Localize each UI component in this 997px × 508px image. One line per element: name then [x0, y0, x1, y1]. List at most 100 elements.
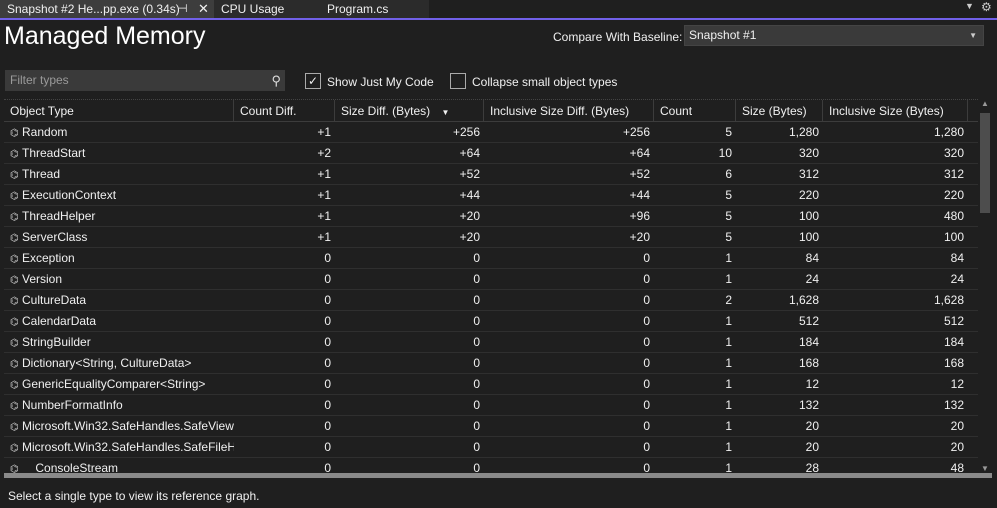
baseline-dropdown[interactable]: Snapshot #1 ▼	[684, 25, 984, 46]
cell-count-diff: 0	[324, 251, 331, 265]
close-icon[interactable]: ✕	[198, 1, 209, 16]
cell-inclusive-size-diff: 0	[643, 314, 650, 328]
table-row[interactable]: ⌬ Thread +1 +52 +52 6 312 312	[4, 164, 978, 185]
table-row[interactable]: ⌬ ThreadHelper +1 +20 +96 5 100 480	[4, 206, 978, 227]
table-row[interactable]: ⌬ Dictionary<String, CultureData> 0 0 0 1 168 1…	[4, 353, 978, 374]
table-row[interactable]: ⌬ CultureData 0 0 0 2 1,628 1,628	[4, 290, 978, 311]
class-icon: ⌬	[10, 191, 19, 202]
type-name: Microsoft.Win32.SafeHandles.SafeViewOfFi…	[22, 419, 234, 433]
cell-inclusive-size-diff: +20	[629, 230, 650, 244]
cell-inclusive-size-diff: 0	[643, 398, 650, 412]
collapse-small-label[interactable]: Collapse small object types	[472, 75, 618, 89]
cell-count-diff: 0	[324, 377, 331, 391]
tab-dropdown-icon[interactable]: ▼	[965, 1, 974, 11]
cell-size-diff: 0	[473, 440, 480, 454]
cell-count: 5	[725, 188, 732, 202]
scroll-down-icon[interactable]: ▼	[981, 464, 989, 473]
table-row[interactable]: ⌬ __ConsoleStream 0 0 0 1 28 48	[4, 458, 978, 473]
table-row[interactable]: ⌬Microsoft.Win32.SafeHandles.SafeFileHan…	[4, 437, 978, 458]
cell-size: 100	[798, 209, 819, 223]
cell-size: 132	[798, 398, 819, 412]
col-object-type[interactable]: Object Type	[4, 100, 234, 121]
cell-inclusive-size-diff: 0	[643, 440, 650, 454]
table-row[interactable]: ⌬ CalendarData 0 0 0 1 512 512	[4, 311, 978, 332]
scroll-up-icon[interactable]: ▲	[981, 99, 989, 108]
cell-inclusive-size: 320	[943, 146, 964, 160]
cell-object-type: ⌬ Exception	[4, 248, 234, 268]
type-name: ThreadHelper	[22, 209, 96, 223]
class-icon: ⌬	[10, 233, 19, 244]
cell-inclusive-size-diff: 0	[643, 335, 650, 349]
table-row[interactable]: ⌬ Random +1 +256 +256 5 1,280 1,280	[4, 122, 978, 143]
show-just-my-code-checkbox[interactable]: ✓	[305, 73, 321, 89]
cell-inclusive-size: 480	[943, 209, 964, 223]
cell-count-diff: 0	[324, 356, 331, 370]
type-name: GenericEqualityComparer<String>	[22, 377, 206, 391]
cell-object-type: ⌬ ThreadStart	[4, 143, 234, 163]
scroll-thumb[interactable]	[980, 113, 990, 213]
vertical-scrollbar[interactable]: ▲ ▼	[978, 99, 992, 473]
cell-size-diff: 0	[473, 272, 480, 286]
table-row[interactable]: ⌬ ExecutionContext +1 +44 +44 5 220 220	[4, 185, 978, 206]
class-icon: ⌬	[10, 422, 19, 433]
filter-input[interactable]: Filter types ⚲	[5, 70, 285, 91]
type-name: __ConsoleStream	[22, 461, 119, 473]
cell-size-diff: 0	[473, 461, 480, 473]
col-count[interactable]: Count	[654, 100, 736, 121]
cell-inclusive-size-diff: +96	[629, 209, 650, 223]
table-row[interactable]: ⌬ ThreadStart +2 +64 +64 10 320 320	[4, 143, 978, 164]
cell-inclusive-size: 184	[943, 335, 964, 349]
type-name: ExecutionContext	[22, 188, 117, 202]
show-just-my-code-label[interactable]: Show Just My Code	[327, 75, 434, 89]
gear-icon[interactable]: ⚙	[981, 0, 992, 14]
cell-size: 1,628	[788, 293, 819, 307]
cell-count: 5	[725, 230, 732, 244]
col-inclusive-size[interactable]: Inclusive Size (Bytes)	[823, 100, 968, 121]
collapse-small-checkbox[interactable]	[450, 73, 466, 89]
cell-count: 1	[725, 419, 732, 433]
class-icon: ⌬	[10, 401, 19, 412]
table-row[interactable]: ⌬ Exception 0 0 0 1 84 84	[4, 248, 978, 269]
cell-count-diff: 0	[324, 461, 331, 473]
cell-size-diff: 0	[473, 314, 480, 328]
class-icon: ⌬	[10, 254, 19, 265]
col-inclusive-size-diff[interactable]: Inclusive Size Diff. (Bytes)	[484, 100, 654, 121]
cell-count: 1	[725, 314, 732, 328]
cell-object-type: ⌬ Version	[4, 269, 234, 289]
table-row[interactable]: ⌬ ServerClass +1 +20 +20 5 100 100	[4, 227, 978, 248]
col-size[interactable]: Size (Bytes)	[736, 100, 823, 121]
cell-inclusive-size-diff: +44	[629, 188, 650, 202]
cell-inclusive-size: 132	[943, 398, 964, 412]
class-icon: ⌬	[10, 338, 19, 349]
class-icon: ⌬	[10, 380, 19, 391]
table-row[interactable]: ⌬Microsoft.Win32.SafeHandles.SafeViewOfF…	[4, 416, 978, 437]
tab-snapshot[interactable]: Snapshot #2 He...pp.exe (0.34s) ⊣ ✕	[0, 0, 214, 18]
col-count-diff[interactable]: Count Diff.	[234, 100, 335, 121]
cell-size: 184	[798, 335, 819, 349]
pane-splitter[interactable]	[4, 473, 992, 478]
table-row[interactable]: ⌬ StringBuilder 0 0 0 1 184 184	[4, 332, 978, 353]
class-icon: ⌬	[10, 275, 19, 286]
cell-count: 1	[725, 398, 732, 412]
cell-size: 24	[805, 272, 819, 286]
document-tab-bar: Snapshot #2 He...pp.exe (0.34s) ⊣ ✕ CPU …	[0, 0, 997, 20]
cell-count-diff: 0	[324, 419, 331, 433]
cell-size-diff: +64	[459, 146, 480, 160]
table-row[interactable]: ⌬ Version 0 0 0 1 24 24	[4, 269, 978, 290]
tab-program-cs[interactable]: Program.cs	[320, 0, 429, 18]
baseline-value: Snapshot #1	[689, 28, 757, 42]
cell-size-diff: 0	[473, 251, 480, 265]
col-size-diff[interactable]: Size Diff. (Bytes) ▼	[335, 100, 484, 121]
tab-cpu-usage[interactable]: CPU Usage	[214, 0, 320, 18]
cell-inclusive-size-diff: +64	[629, 146, 650, 160]
pin-icon[interactable]: ⊣	[178, 3, 188, 15]
type-name: ThreadStart	[22, 146, 86, 160]
cell-inclusive-size-diff: 0	[643, 356, 650, 370]
cell-object-type: ⌬ Dictionary<String, CultureData>	[4, 353, 234, 373]
cell-count: 1	[725, 251, 732, 265]
table-row[interactable]: ⌬ GenericEqualityComparer<String> 0 0 0 1 12 12	[4, 374, 978, 395]
cell-inclusive-size: 220	[943, 188, 964, 202]
table-row[interactable]: ⌬ NumberFormatInfo 0 0 0 1 132 132	[4, 395, 978, 416]
class-icon: ⌬	[10, 296, 19, 307]
search-icon[interactable]: ⚲	[271, 73, 281, 88]
